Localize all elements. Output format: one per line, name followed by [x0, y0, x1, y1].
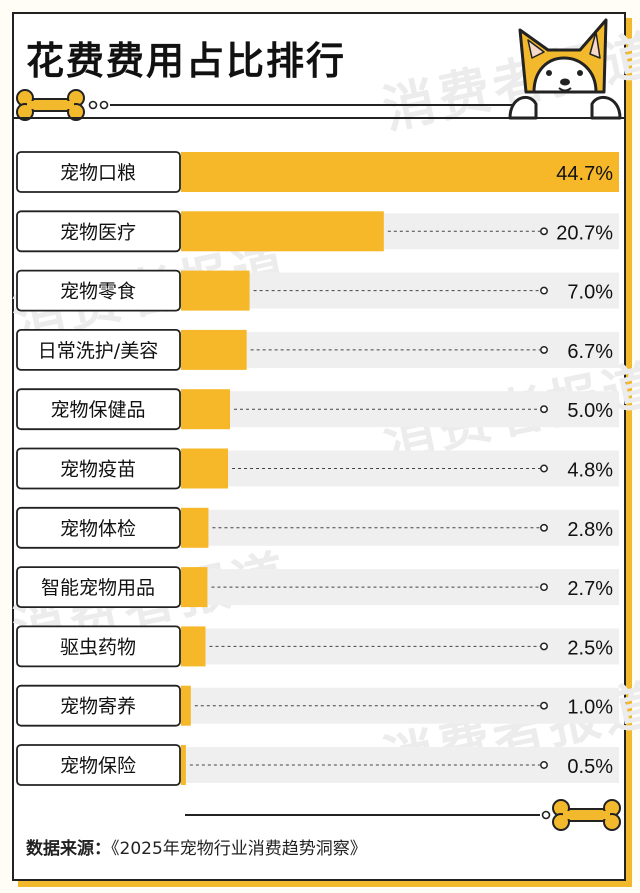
- bar-track: [181, 331, 619, 368]
- leader-dot: [540, 642, 548, 651]
- category-label-box: [16, 506, 181, 549]
- value-label: 2.5%: [567, 637, 613, 659]
- category-label-box: [16, 388, 181, 431]
- category-label-box: [16, 625, 181, 668]
- dot-decoration: [88, 100, 98, 110]
- value-label: 4.8%: [567, 460, 613, 482]
- bar: [181, 389, 230, 430]
- leader-dot: [540, 227, 548, 236]
- bone-icon: [16, 89, 85, 121]
- leader-dot: [540, 761, 548, 769]
- dot-decoration: [99, 100, 109, 110]
- value-label: 20.7%: [556, 222, 613, 244]
- bar: [181, 152, 619, 192]
- leader-dot: [540, 405, 548, 414]
- category-label: 智能宠物用品: [41, 577, 155, 599]
- leader-dot: [540, 523, 548, 532]
- source-label: 数据来源：: [26, 839, 111, 859]
- category-label: 宠物保险: [60, 755, 136, 777]
- bar: [181, 329, 247, 370]
- dog-icon: [508, 18, 622, 120]
- value-label: 6.7%: [567, 341, 613, 363]
- category-label: 宠物口粮: [60, 162, 136, 184]
- category-label: 宠物寄养: [60, 696, 136, 718]
- category-label: 宠物疫苗: [60, 459, 136, 481]
- category-label-box: [16, 744, 181, 786]
- value-label: 5.0%: [567, 400, 613, 422]
- value-label: 44.7%: [556, 163, 613, 185]
- bar: [181, 507, 209, 548]
- category-label-box: [16, 210, 181, 253]
- bar: [181, 745, 186, 785]
- category-label-box: [16, 566, 181, 608]
- bar: [181, 685, 191, 726]
- value-label: 2.8%: [567, 519, 613, 541]
- value-label: 0.5%: [567, 756, 613, 778]
- category-label: 宠物保健品: [50, 399, 145, 421]
- leader-dot: [540, 464, 548, 473]
- category-label: 宠物医疗: [60, 221, 136, 243]
- value-label: 2.7%: [567, 578, 613, 600]
- category-label-box: [16, 447, 181, 490]
- category-label-box: [16, 151, 181, 193]
- page-title: 花费费用占比排行: [26, 39, 347, 83]
- bone-icon: [552, 799, 621, 831]
- bar: [181, 211, 384, 252]
- leader-dot: [540, 345, 548, 354]
- leader-dot: [540, 286, 548, 295]
- category-label-box: [16, 269, 181, 312]
- bar: [181, 626, 206, 667]
- category-label: 日常洗护/美容: [38, 340, 158, 362]
- value-label: 1.0%: [567, 697, 613, 719]
- dot-decoration: [541, 810, 551, 820]
- leader-dot: [540, 583, 548, 592]
- category-label-box: [16, 684, 181, 727]
- category-label: 宠物零食: [60, 281, 136, 303]
- bar: [181, 448, 229, 489]
- source-text: 《2025年宠物行业消费趋势洞察》: [111, 839, 367, 859]
- category-label-box: [16, 328, 181, 371]
- bar: [181, 567, 208, 608]
- source-note: 数据来源：《2025年宠物行业消费趋势洞察》: [26, 834, 367, 859]
- category-label: 宠物体检: [60, 518, 136, 540]
- bar: [181, 270, 250, 311]
- category-label: 驱虫药物: [60, 636, 136, 658]
- leader-dot: [540, 701, 548, 710]
- value-label: 7.0%: [567, 282, 613, 304]
